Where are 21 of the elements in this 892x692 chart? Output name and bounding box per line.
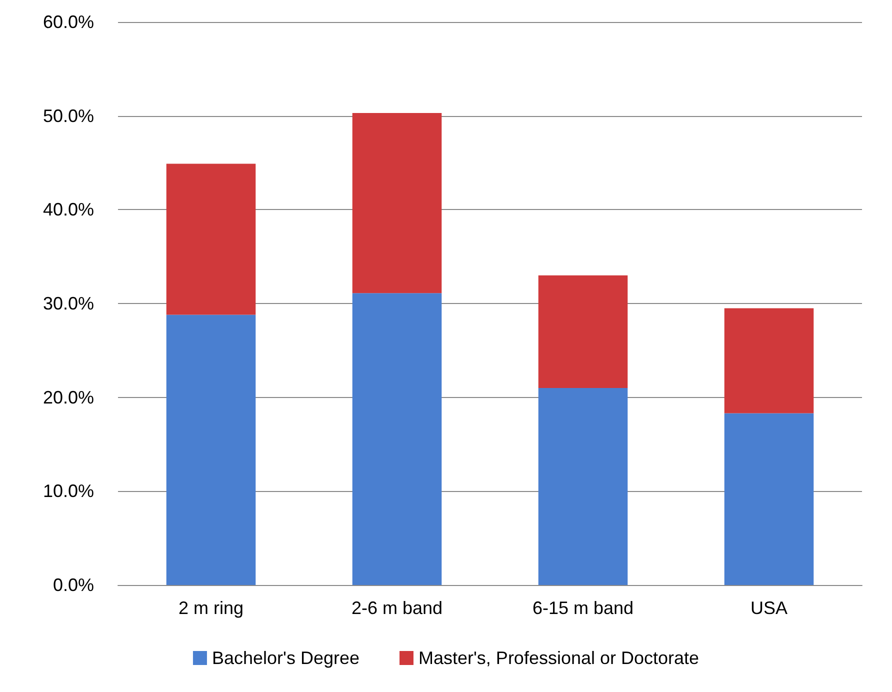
y-tick-label: 30.0% — [42, 294, 94, 314]
bar — [538, 275, 628, 388]
bar — [724, 413, 814, 585]
x-tick-label: 2-6 m band — [351, 598, 443, 618]
bar — [724, 308, 814, 414]
x-tick-label: 6-15 m band — [532, 598, 634, 618]
bar — [352, 113, 442, 294]
bar — [352, 293, 442, 585]
y-tick-label: 10.0% — [42, 481, 94, 502]
y-tick-label: 60.0% — [42, 12, 94, 32]
legend-label: Master's, Professional or Doctorate — [418, 648, 700, 668]
bar — [166, 164, 256, 315]
y-tick-label: 20.0% — [42, 387, 94, 408]
x-tick-label: USA — [750, 598, 788, 618]
bar — [538, 388, 628, 585]
bar — [166, 314, 256, 585]
x-tick-label: 2 m ring — [178, 598, 244, 618]
legend-label: Bachelor's Degree — [212, 648, 360, 668]
y-tick-label: 40.0% — [42, 200, 94, 220]
y-tick-label: 0.0% — [52, 575, 94, 595]
y-tick-label: 50.0% — [42, 106, 94, 126]
